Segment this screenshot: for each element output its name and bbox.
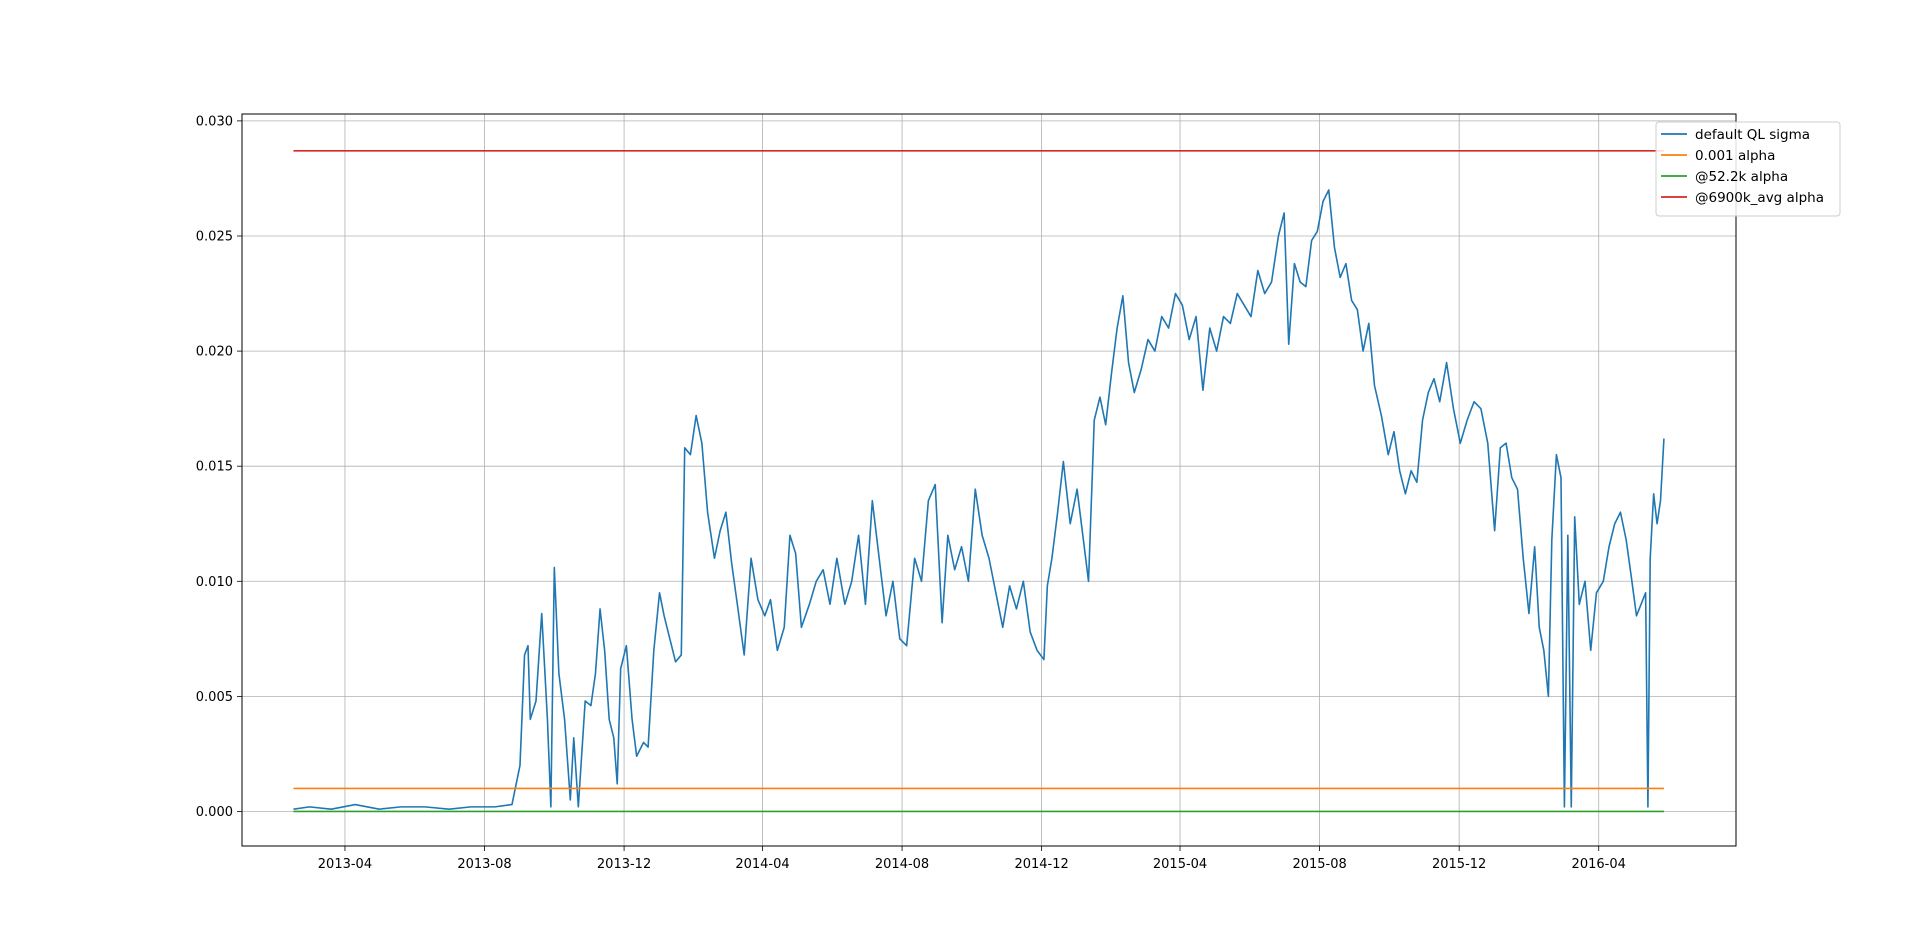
- legend-label: @6900k_avg alpha: [1695, 190, 1824, 206]
- y-tick-label: 0.015: [196, 460, 233, 475]
- series-layer: [293, 150, 1665, 813]
- plot-frame: [241, 113, 1737, 847]
- x-tick-label: 2016-04: [1572, 857, 1626, 872]
- x-tick-label: 2014-12: [1014, 857, 1068, 872]
- plot-background: [242, 114, 1736, 846]
- legend-label: @52.2k alpha: [1695, 169, 1788, 185]
- x-tick-label: 2014-04: [735, 857, 789, 872]
- y-tick-label: 0.030: [196, 114, 233, 129]
- x-tick-label: 2015-04: [1153, 857, 1207, 872]
- y-tick-label: 0.010: [196, 575, 233, 590]
- legend-box: [1655, 121, 1841, 217]
- legend: default QL sigma 0.001 alpha @52.2k alpha @…: [1655, 121, 1841, 217]
- x-axis: 2013-04 2013-08 2013-12 2014-04 2014-08 2014-…: [318, 846, 1626, 872]
- y-tick-label: 0.005: [196, 690, 233, 705]
- x-tick-label: 2013-08: [457, 857, 511, 872]
- legend-label: 0.001 alpha: [1695, 148, 1775, 164]
- y-tick-label: 0.020: [196, 345, 233, 360]
- y-axis: 0.000 0.005 0.010 0.015 0.020 0.025 0.030: [196, 114, 242, 820]
- x-tick-label: 2013-04: [318, 857, 372, 872]
- x-tick-label: 2014-08: [875, 857, 929, 872]
- x-tick-label: 2015-12: [1432, 857, 1486, 872]
- y-tick-label: 0.000: [196, 805, 233, 820]
- legend-label: default QL sigma: [1695, 127, 1810, 143]
- x-tick-label: 2013-12: [597, 857, 651, 872]
- x-tick-label: 2015-08: [1292, 857, 1346, 872]
- series-line-default-ql-sigma: [293, 189, 1665, 810]
- y-tick-label: 0.025: [196, 230, 233, 245]
